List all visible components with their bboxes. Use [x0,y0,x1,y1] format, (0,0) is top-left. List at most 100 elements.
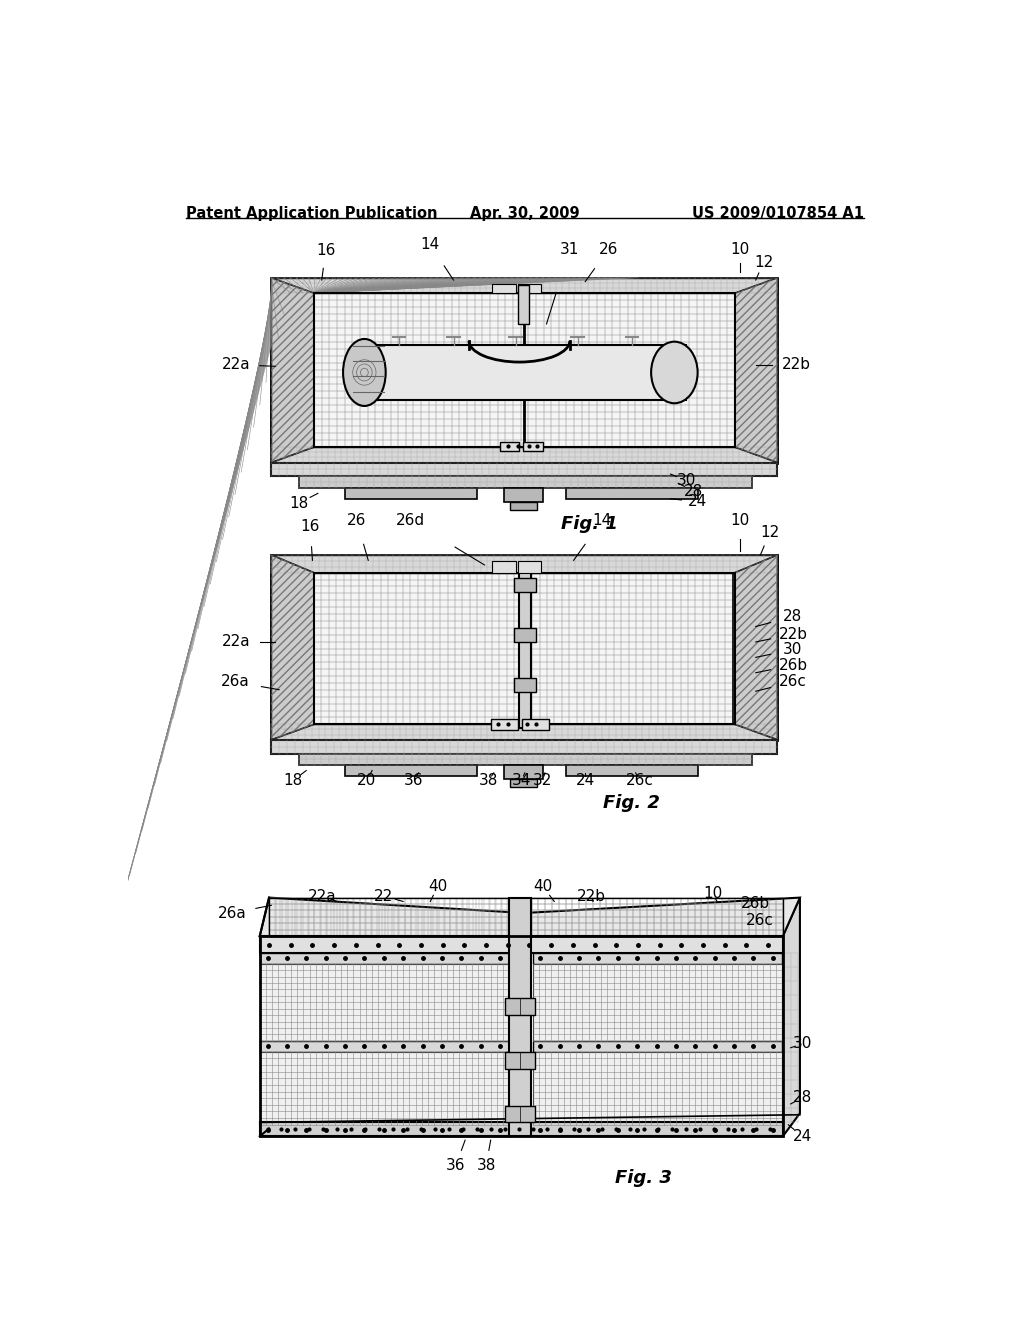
Text: 26c: 26c [779,675,807,689]
Text: US 2009/0107854 A1: US 2009/0107854 A1 [692,206,864,222]
Text: 34: 34 [512,774,531,788]
Bar [271,462,777,477]
Text: 40: 40 [428,879,447,894]
Bar [345,766,477,776]
Polygon shape [271,554,777,573]
Bar [490,719,518,730]
Bar [271,739,777,754]
Bar [518,285,529,323]
Text: 14: 14 [593,512,612,528]
Bar [260,1052,509,1125]
Text: 20: 20 [357,774,377,788]
Bar [314,573,735,725]
Bar [260,936,783,953]
Text: 26: 26 [347,512,367,528]
Text: 28: 28 [684,483,703,499]
Bar [521,719,549,730]
Bar [260,1040,509,1052]
Bar [532,1052,782,1125]
Text: 18: 18 [289,496,308,511]
Polygon shape [271,277,777,462]
Text: 30: 30 [783,642,803,657]
Text: 32: 32 [532,774,552,788]
Text: 38: 38 [476,1158,496,1173]
Bar [518,284,541,293]
Text: 22: 22 [374,888,393,904]
Text: 26c: 26c [745,913,773,928]
Text: Fig. 2: Fig. 2 [603,793,660,812]
Bar [523,442,543,451]
Polygon shape [735,554,777,739]
Bar [269,898,515,936]
Bar [532,964,782,1040]
Polygon shape [271,447,777,462]
Bar [506,998,535,1015]
Polygon shape [783,898,800,1137]
Text: 22a: 22a [222,358,251,372]
Text: 10: 10 [731,512,750,528]
Text: 22b: 22b [781,358,811,372]
Text: 26b: 26b [778,657,808,673]
Bar [299,477,752,488]
Text: 38: 38 [478,774,498,788]
Text: 26d: 26d [396,512,425,528]
Text: 26b: 26b [741,896,770,911]
Text: 30: 30 [676,473,695,488]
Bar [260,1125,509,1135]
Text: 22a: 22a [307,888,336,904]
Ellipse shape [651,342,697,404]
Bar [566,488,697,499]
Ellipse shape [343,339,386,407]
Text: 36: 36 [446,1158,466,1173]
Text: 31: 31 [560,242,580,257]
Bar [532,1040,782,1052]
Text: 30: 30 [793,1036,812,1052]
Bar [514,678,537,692]
Text: 22a: 22a [222,635,251,649]
Text: Fig. 1: Fig. 1 [561,515,617,533]
Text: 24: 24 [688,494,708,510]
Text: 22b: 22b [778,627,808,642]
Polygon shape [271,277,314,462]
Bar [524,898,783,936]
Bar [345,488,477,499]
Bar [260,953,509,964]
Bar [506,1052,535,1069]
Text: Fig. 3: Fig. 3 [615,1168,672,1187]
Text: 26a: 26a [218,906,247,920]
Text: 10: 10 [703,886,723,902]
Text: 12: 12 [760,525,779,540]
Text: 22b: 22b [577,888,606,904]
Bar [260,936,783,1137]
Text: 26: 26 [599,242,618,257]
Bar [493,284,515,293]
Bar [493,561,515,573]
Bar [260,1122,783,1137]
Polygon shape [735,277,777,462]
Bar [504,766,543,779]
Bar [260,964,509,1040]
Bar [510,779,538,787]
Text: Patent Application Publication: Patent Application Publication [186,206,437,222]
Text: 24: 24 [793,1129,812,1144]
Bar [509,898,531,1137]
Text: 12: 12 [754,255,773,269]
Text: 28: 28 [783,609,803,624]
Text: 24: 24 [575,774,595,788]
Polygon shape [271,277,777,293]
Bar [500,442,519,451]
Polygon shape [260,898,524,936]
Text: 16: 16 [300,519,319,535]
Text: 40: 40 [534,879,552,894]
Text: 14: 14 [421,238,440,252]
Text: 36: 36 [403,774,423,788]
Text: 28: 28 [793,1090,812,1105]
Polygon shape [271,554,777,739]
Text: 18: 18 [284,774,303,788]
Bar [314,293,735,447]
Bar [356,345,686,400]
Bar [314,573,521,725]
Bar [518,561,541,573]
Polygon shape [271,554,314,739]
Text: Apr. 30, 2009: Apr. 30, 2009 [470,206,580,222]
